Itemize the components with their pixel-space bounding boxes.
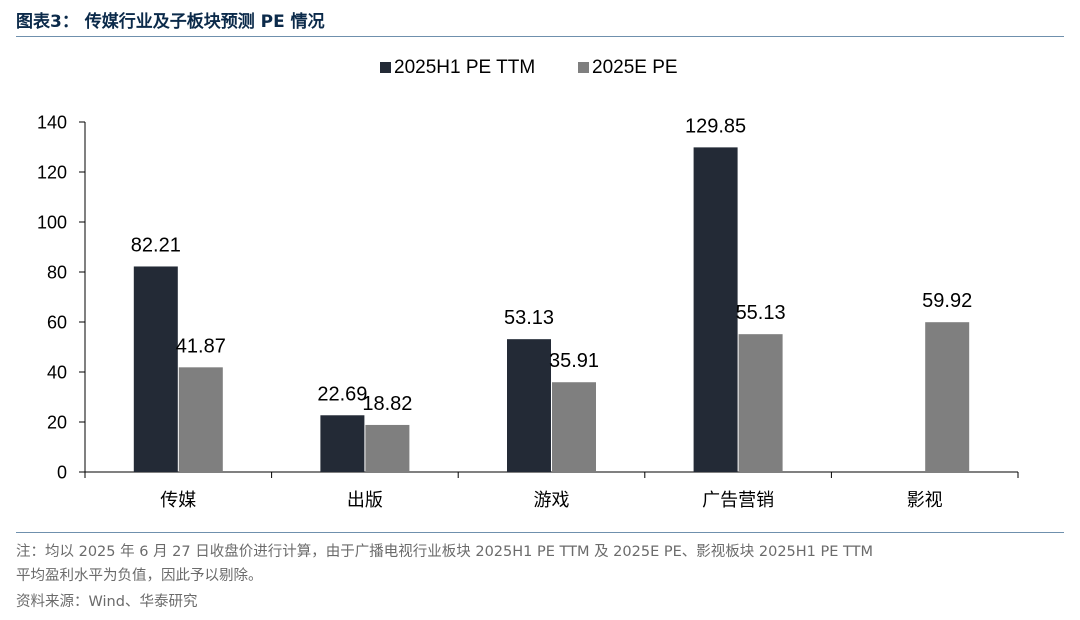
bar <box>178 367 223 472</box>
y-tick-label: 120 <box>37 163 67 183</box>
y-tick-label: 60 <box>47 313 67 333</box>
y-tick-label: 100 <box>37 213 67 233</box>
y-tick-label: 80 <box>47 263 67 283</box>
legend-label: 2025H1 PE TTM <box>394 57 535 78</box>
bar <box>320 415 365 472</box>
x-tick-label: 游戏 <box>534 490 570 510</box>
bar <box>507 339 551 472</box>
data-label: 18.82 <box>362 393 412 415</box>
y-tick-label: 140 <box>37 113 67 133</box>
title-rule <box>16 36 1064 37</box>
data-label: 35.91 <box>549 350 599 372</box>
data-label: 41.87 <box>176 335 226 357</box>
bar <box>693 147 738 472</box>
data-label: 82.21 <box>131 234 181 256</box>
x-tick-label: 影视 <box>907 490 943 510</box>
note-line-1: 注：均以 2025 年 6 月 27 日收盘价进行计算，由于广播电视行业板块 2… <box>16 544 873 560</box>
y-tick-label: 40 <box>47 363 67 383</box>
data-label: 22.69 <box>317 383 367 405</box>
data-label: 53.13 <box>504 307 554 329</box>
legend-swatch <box>578 62 589 73</box>
bar <box>365 424 410 472</box>
legend-label: 2025E PE <box>592 57 678 78</box>
data-label: 129.85 <box>685 115 746 137</box>
chart-note: 注：均以 2025 年 6 月 27 日收盘价进行计算，由于广播电视行业板块 2… <box>16 540 1070 588</box>
data-label: 59.92 <box>922 290 972 312</box>
y-tick-label: 20 <box>47 413 67 433</box>
bar-chart: 0 20 40 60 80 100 120 140 传媒 出版 游戏 广告营销 影视 82.21 41.87… <box>37 57 1019 510</box>
x-tick-label: 广告营销 <box>702 490 774 510</box>
x-tick-label: 出版 <box>347 490 383 510</box>
bar <box>738 334 783 472</box>
x-tick-label: 传媒 <box>160 490 196 510</box>
chart-source: 资料来源：Wind、华泰研究 <box>16 594 198 610</box>
bar <box>925 322 970 472</box>
footer-rule <box>16 532 1064 533</box>
note-line-2: 平均盈利水平为负值，因此予以剔除。 <box>16 568 263 584</box>
chart-title: 图表3： 传媒行业及子板块预测 PE 情况 <box>16 12 325 32</box>
y-tick-label: 0 <box>57 463 67 483</box>
legend-swatch <box>380 62 391 73</box>
data-label: 55.13 <box>736 302 786 324</box>
bar <box>133 266 178 472</box>
bar <box>552 382 596 472</box>
